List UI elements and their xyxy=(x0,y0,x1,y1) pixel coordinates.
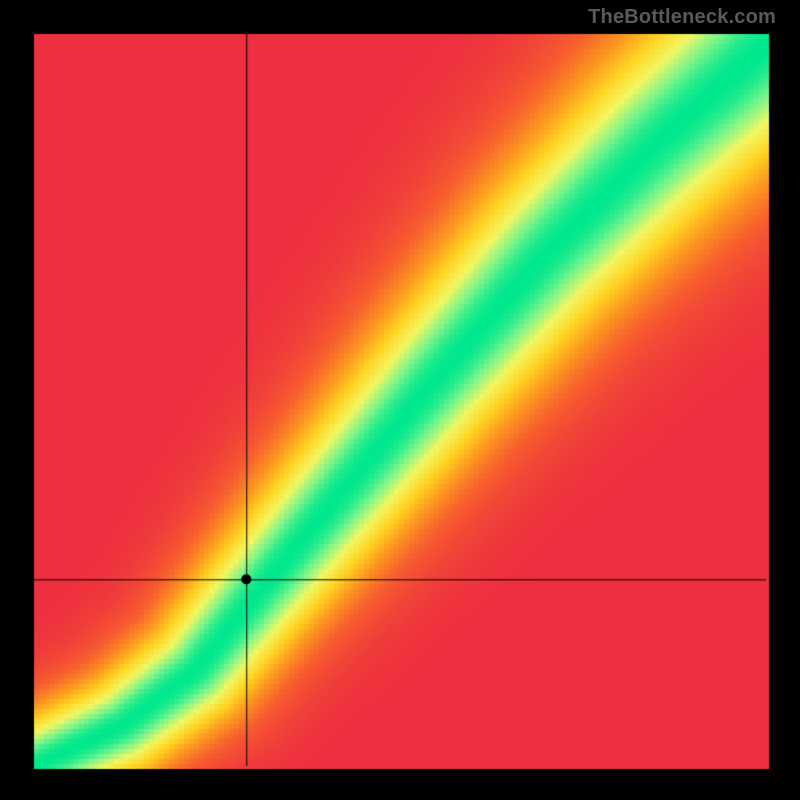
watermark-text: TheBottleneck.com xyxy=(588,6,776,29)
chart-container: { "watermark": "TheBottleneck.com", "can… xyxy=(0,0,800,800)
bottleneck-heatmap xyxy=(0,0,800,800)
